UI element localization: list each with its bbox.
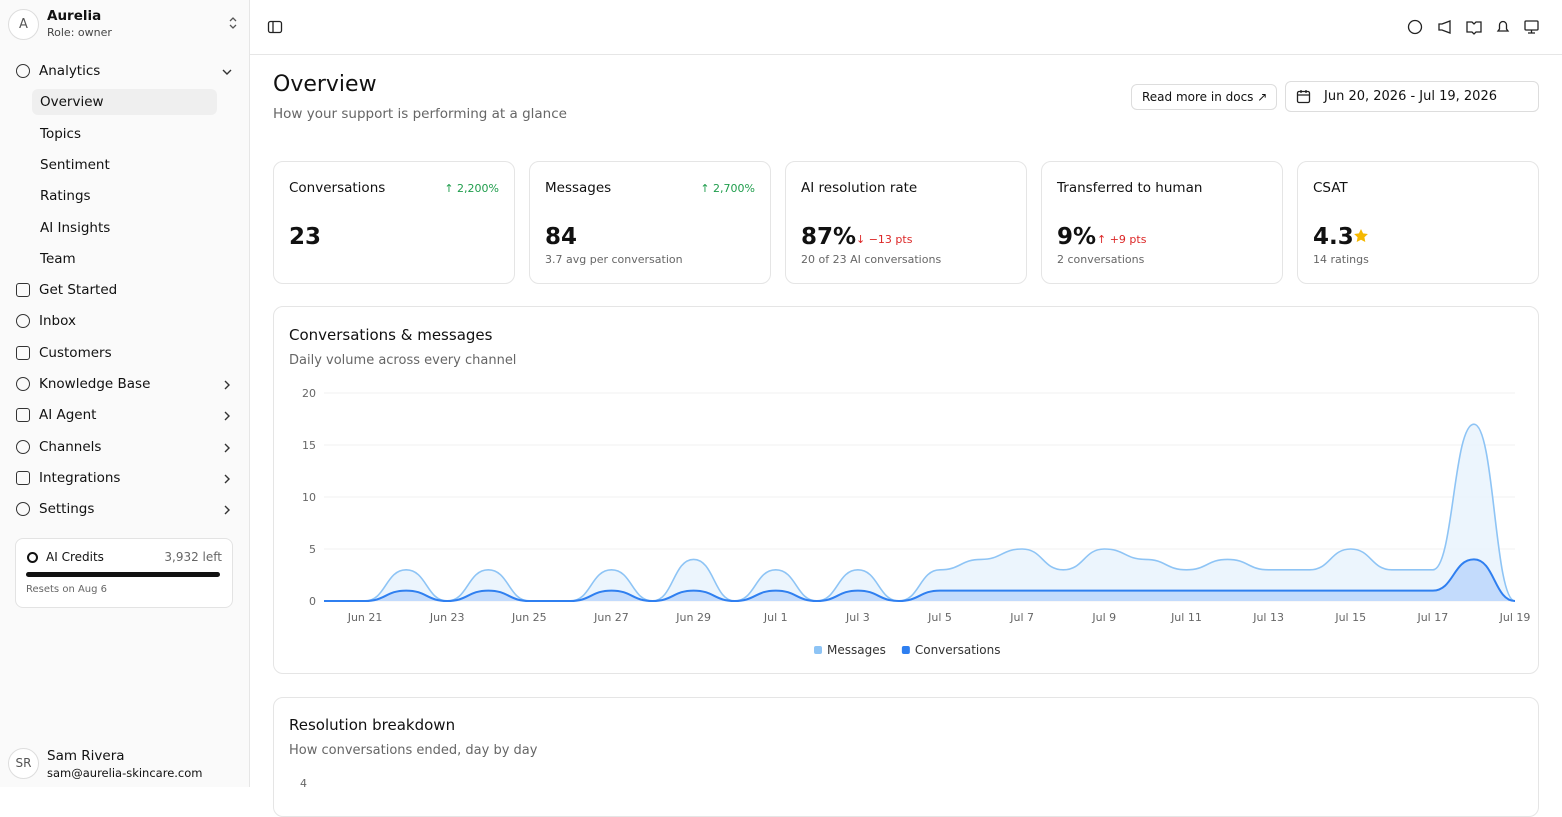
nav-item[interactable]: Knowledge Base [39, 376, 151, 392]
docs-label: Read more in docs [1142, 90, 1254, 104]
nav-item[interactable]: Inbox [39, 313, 76, 330]
date-range: Jun 20, 2026 - Jul 19, 2026 [1324, 89, 1497, 104]
kpi-card: Transferred to human 9% ↑ +9 pts 2 conversa… [1041, 161, 1283, 284]
page-subtitle: How your support is performing at a glan… [273, 106, 567, 122]
workspace-avatar: A [8, 9, 39, 40]
nav-item[interactable]: Settings [39, 501, 95, 518]
credits-reset: Resets on Aug 6 [26, 584, 108, 595]
nav-subitem[interactable]: Topics [40, 125, 81, 142]
chart-subtitle: Daily volume across every channel [289, 353, 517, 368]
nav-subitem[interactable]: AI Insights [40, 219, 111, 236]
kpi-value: 87% [801, 224, 857, 250]
kpi-label: Messages [545, 180, 612, 196]
page-title: Overview [273, 72, 377, 97]
chevron [220, 440, 234, 454]
resolution-card: Resolution breakdown How conversations e… [273, 697, 1539, 817]
kpi-note: 14 ratings [1313, 253, 1369, 266]
kpi-label: AI resolution rate [801, 180, 918, 196]
chart-subtitle: How conversations ended, day by day [289, 743, 538, 758]
user-avatar: SR [8, 748, 39, 779]
nav-icon [16, 408, 30, 423]
kpi-value: 9% [1057, 224, 1097, 250]
kpi-label: Conversations [289, 180, 386, 196]
nav-item[interactable]: Customers [39, 344, 112, 361]
kpi-change: ↓ −13 pts [856, 233, 913, 246]
nav-icon [16, 439, 30, 454]
kpi-label: CSAT [1313, 180, 1348, 196]
kpi-note: 2 conversations [1057, 253, 1145, 266]
sidebar: A Aurelia Role: owner Analytics Overview T… [0, 0, 250, 787]
kpi-value: 4.3 [1313, 224, 1354, 250]
credits-label: AI Credits [46, 550, 104, 564]
user-email: sam@aurelia-skincare.com [47, 766, 203, 780]
user-name[interactable]: Sam Rivera [47, 748, 125, 764]
kpi-value: 84 [545, 224, 578, 250]
kpi-card: Conversations 23 ↑ 2,200% [273, 161, 515, 284]
chevron [220, 377, 234, 391]
nav-icon [16, 502, 30, 517]
calendar-icon [1296, 90, 1311, 104]
nav-icon [16, 345, 30, 360]
kpi-change: ↑ 2,200% [444, 182, 499, 195]
nav-subitem[interactable]: Ratings [40, 188, 91, 205]
nav-item[interactable]: Get Started [39, 282, 118, 299]
credits-card: AI Credits 3,932 left Resets on Aug 6 [15, 538, 233, 608]
nav-item[interactable]: Integrations [39, 469, 121, 486]
docs-button[interactable]: Read more in docs ↗ [1131, 84, 1277, 110]
workspace-role: Role: owner [47, 26, 112, 39]
nav-item[interactable]: AI Agent [39, 407, 97, 424]
external-icon: ↗ [1257, 90, 1268, 104]
topbar [250, 0, 1562, 55]
topbar-icons[interactable] [1406, 18, 1546, 36]
nav-subitem[interactable]: Team [40, 250, 76, 267]
credits-remaining: 3,932 left [164, 550, 222, 564]
kpi-card: AI resolution rate 87% ↓ −13 pts 20 of 23 A… [785, 161, 1027, 284]
nav-icon [16, 64, 30, 78]
chart-title: Conversations & messages [289, 326, 493, 344]
nav-subitem[interactable]: Overview [32, 89, 217, 116]
chevron [220, 502, 234, 516]
nav-subitem[interactable]: Sentiment [40, 156, 110, 173]
nav-icon [16, 314, 30, 329]
credits-bar [26, 572, 220, 577]
chevron [220, 408, 234, 422]
chevron [220, 64, 234, 78]
nav-icon [16, 283, 30, 298]
chevron [220, 471, 234, 485]
credits-icon [27, 552, 38, 563]
workspace-name[interactable]: Aurelia [47, 8, 102, 24]
kpi-card: CSAT 4.3 14 ratings [1297, 161, 1539, 284]
nav-item[interactable]: Analytics [39, 63, 101, 79]
kpi-label: Transferred to human [1057, 180, 1203, 196]
sidebar-toggle[interactable] [267, 19, 283, 35]
star-icon [1353, 228, 1369, 244]
date-picker[interactable]: Jun 20, 2026 - Jul 19, 2026 [1285, 81, 1539, 112]
kpi-value: 23 [289, 224, 322, 250]
switch-icon[interactable] [226, 15, 240, 31]
kpi-card: Messages 84 ↑ 2,700% 3.7 avg per conversati… [529, 161, 771, 284]
kpi-note: 20 of 23 AI conversations [801, 253, 942, 266]
kpi-change: ↑ +9 pts [1097, 233, 1147, 246]
y-tick-label: 4 [300, 777, 307, 790]
nav-icon [16, 377, 30, 391]
volume-card: Conversations & messages Daily volume ac… [273, 306, 1539, 674]
chart-title: Resolution breakdown [289, 716, 456, 734]
kpi-change: ↑ 2,700% [700, 182, 755, 195]
nav-item[interactable]: Channels [39, 438, 102, 455]
nav-icon [16, 470, 30, 485]
kpi-note: 3.7 avg per conversation [545, 253, 683, 266]
